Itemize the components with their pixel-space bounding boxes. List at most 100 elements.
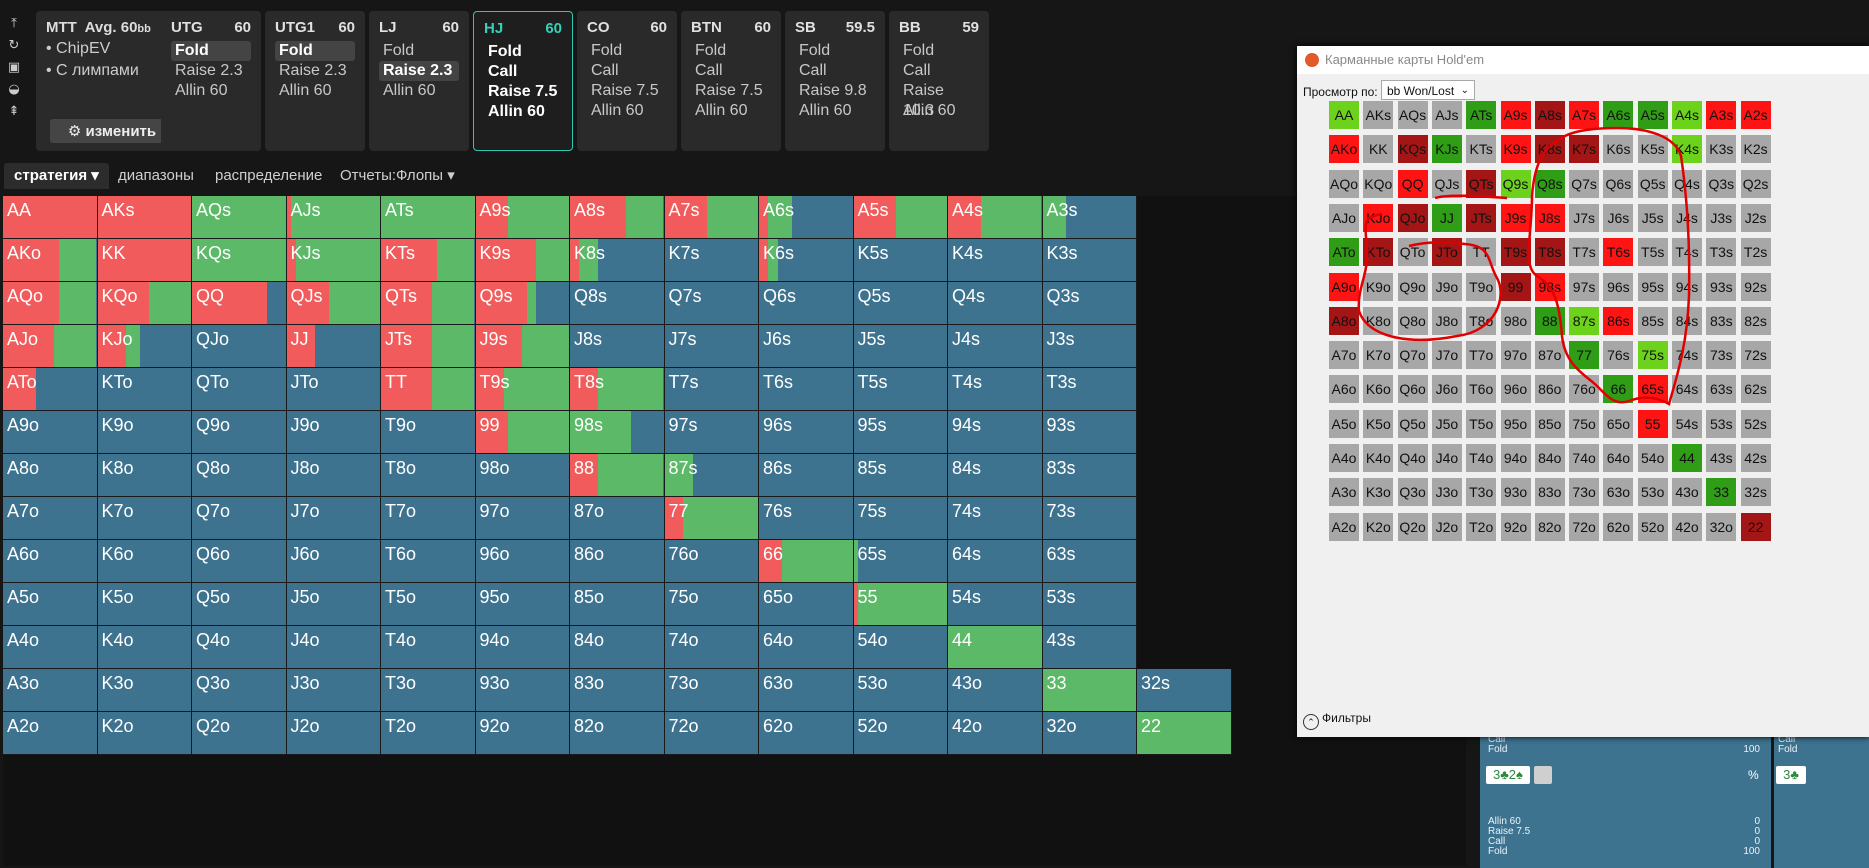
pocket-card-cell[interactable]: K3s [1706,135,1737,164]
hand-cell[interactable]: A7s [664,196,759,239]
pocket-card-cell[interactable]: 75o [1569,409,1600,438]
hand-cell[interactable]: Q3o [192,669,287,712]
hand-cell[interactable]: 96o [475,540,570,583]
action-option[interactable]: Raise 2.3 [175,62,243,79]
hand-cell[interactable]: T5s [853,368,948,411]
pocket-card-cell[interactable]: 95o [1500,409,1531,438]
pocket-card-cell[interactable]: T7s [1569,238,1600,267]
hand-cell[interactable]: T7s [664,368,759,411]
pocket-card-cell[interactable]: 77 [1569,341,1600,370]
action-option[interactable]: Allin 60 [175,82,228,99]
pocket-card-cell[interactable]: 96o [1500,375,1531,404]
pocket-card-cell[interactable]: AKo [1329,135,1359,164]
hand-cell[interactable]: KTs [381,239,476,282]
pocket-card-cell[interactable]: 84o [1534,444,1565,472]
hand-cell[interactable]: 83s [1042,454,1137,497]
pocket-card-cell[interactable]: K8o [1363,306,1394,335]
hand-cell[interactable]: 84o [570,626,665,669]
pocket-card-cell[interactable]: 53s [1706,409,1737,438]
action-option[interactable]: Allin 60 [279,82,332,99]
pocket-card-cell[interactable]: 93s [1706,272,1737,301]
hand-cell[interactable]: 42o [948,712,1043,755]
pocket-card-cell[interactable]: 63o [1603,478,1634,507]
hand-cell[interactable]: T3s [1042,368,1137,411]
hand-cell[interactable]: AQs [192,196,287,239]
hand-cell[interactable]: Q4s [948,282,1043,325]
hand-cell[interactable]: A2o [3,712,98,755]
pocket-card-cell[interactable]: 98o [1500,306,1531,335]
hand-cell[interactable]: T6s [759,368,854,411]
pocket-card-cell[interactable]: A4s [1672,101,1702,129]
pocket-card-cell[interactable]: AQo [1329,169,1359,198]
pocket-card-cell[interactable]: 66 [1603,375,1634,404]
action-option[interactable]: Allin 60 [488,103,545,120]
pocket-card-cell[interactable]: Q4o [1397,444,1428,472]
pocket-card-cell[interactable]: T7o [1466,341,1497,370]
pocket-card-cell[interactable]: K5s [1637,135,1668,164]
hand-cell[interactable]: Q6o [192,540,287,583]
hand-cell[interactable]: T9s [475,368,570,411]
pocket-card-cell[interactable]: AQs [1397,101,1428,129]
hand-cell[interactable]: J9s [475,325,570,368]
pocket-card-cell[interactable]: 75s [1637,341,1668,370]
hand-cell[interactable]: 95s [853,411,948,454]
hand-cell[interactable]: Q8o [192,454,287,497]
hand-cell[interactable]: 82o [570,712,665,755]
hand-cell[interactable]: K7o [97,497,192,540]
hand-cell[interactable]: 93o [475,669,570,712]
pocket-card-cell[interactable]: 74o [1569,444,1600,472]
pocket-card-cell[interactable]: Q5s [1637,169,1668,198]
hand-cell[interactable]: K5o [97,583,192,626]
pocket-card-cell[interactable]: KJo [1363,203,1394,232]
hand-cell[interactable]: 63s [1042,540,1137,583]
hand-cell[interactable]: J7o [286,497,381,540]
position-tile-sb[interactable]: SB 59.5 Fold Call Raise 9.8 Allin 60 [785,11,885,151]
hand-cell[interactable]: 97s [664,411,759,454]
action-option[interactable]: Allin 60 [383,82,436,99]
pocket-card-cell[interactable]: T4s [1672,238,1702,267]
hand-cell[interactable]: A4s [948,196,1043,239]
hand-cell[interactable]: 94o [475,626,570,669]
action-option[interactable]: Raise 7.5 [695,82,763,99]
pocket-card-cell[interactable]: 52s [1740,409,1771,438]
hand-cell[interactable]: A5o [3,583,98,626]
pocket-card-cell[interactable]: T8o [1466,306,1497,335]
hand-cell[interactable]: KTo [97,368,192,411]
pocket-card-cell[interactable]: T9s [1500,238,1531,267]
pocket-card-cell[interactable]: T8s [1534,238,1565,267]
hand-cell[interactable]: 97o [475,497,570,540]
pocket-card-cell[interactable]: T9o [1466,272,1497,301]
hand-cell[interactable]: 85o [570,583,665,626]
pocket-card-cell[interactable]: J5s [1637,203,1668,232]
pocket-card-cell[interactable]: K2o [1363,512,1394,541]
action-option[interactable]: Raise 2.3 [379,61,459,81]
hand-cell[interactable]: 73o [664,669,759,712]
hand-cell[interactable]: J3s [1042,325,1137,368]
pocket-card-cell[interactable]: K6s [1603,135,1634,164]
pocket-card-cell[interactable]: 85s [1637,306,1668,335]
pocket-card-cell[interactable]: JJ [1431,203,1462,232]
hand-cell[interactable]: T2o [381,712,476,755]
pocket-card-cell[interactable]: Q9o [1397,272,1428,301]
hand-cell[interactable]: T3o [381,669,476,712]
hand-cell[interactable]: 53o [853,669,948,712]
pocket-card-cell[interactable]: T3o [1466,478,1497,507]
pocket-card-cell[interactable]: TT [1466,238,1497,267]
hand-cell[interactable]: 54s [948,583,1043,626]
pocket-card-cell[interactable]: 64s [1672,375,1702,404]
action-option[interactable]: Allin 60 [695,102,748,119]
pocket-card-cell[interactable]: 87o [1534,341,1565,370]
hand-cell[interactable]: 77 [664,497,759,540]
pocket-card-cell[interactable]: 97o [1500,341,1531,370]
pocket-card-cell[interactable]: AJs [1431,101,1462,129]
position-tile-co[interactable]: CO 60 Fold Call Raise 7.5 Allin 60 [577,11,677,151]
pocket-card-cell[interactable]: 64o [1603,444,1634,472]
action-option[interactable]: Call [903,62,931,79]
pocket-card-cell[interactable]: JTs [1466,203,1497,232]
pocket-card-cell[interactable]: 33 [1706,478,1737,507]
pocket-card-cell[interactable]: 83o [1534,478,1565,507]
view-by-select[interactable]: bb Won/Lost ⌄ [1381,80,1475,100]
action-option[interactable]: Fold [903,42,935,59]
hand-cell[interactable]: AKs [97,196,192,239]
hand-cell[interactable]: K7s [664,239,759,282]
